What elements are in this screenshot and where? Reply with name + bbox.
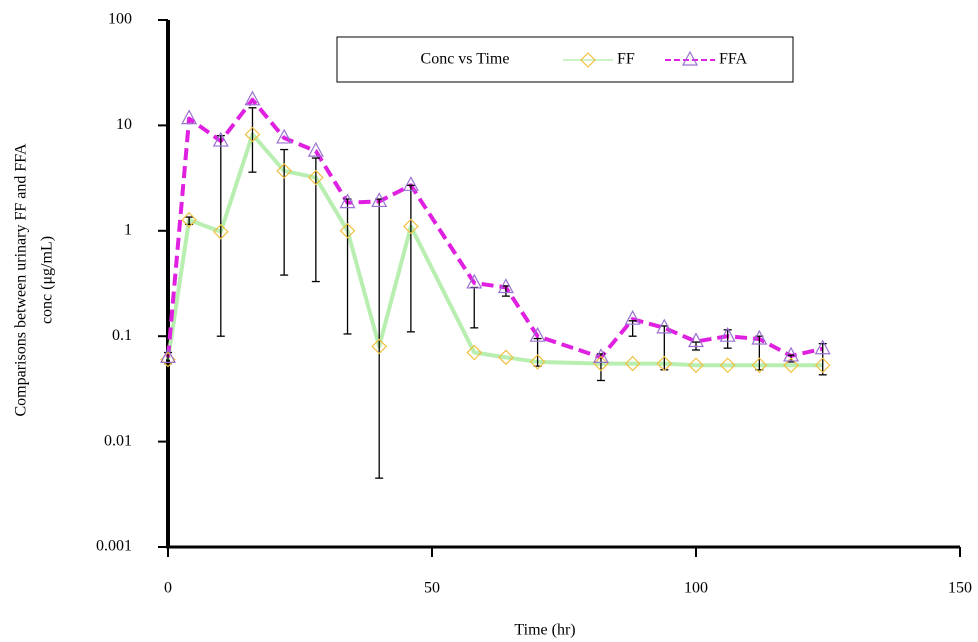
legend-marker <box>580 52 596 68</box>
marker <box>466 273 483 289</box>
marker <box>307 141 324 157</box>
marker <box>498 349 514 366</box>
marker <box>624 309 641 325</box>
marker <box>688 357 704 374</box>
error-bar <box>280 148 289 276</box>
marker <box>751 357 768 374</box>
marker <box>783 357 799 374</box>
series-line <box>166 97 824 360</box>
y-tick-label: 10 <box>116 116 132 133</box>
x-tick-label: 100 <box>684 580 708 597</box>
y-axis-label: Comparisons between urinary FF and FFA <box>13 143 30 416</box>
marker <box>814 357 831 374</box>
marker <box>593 355 609 372</box>
marker <box>656 355 673 372</box>
marker <box>719 326 736 342</box>
marker <box>371 192 388 208</box>
error-bar <box>628 320 637 337</box>
marker <box>529 354 546 370</box>
marker <box>276 163 293 179</box>
x-tick-label: 50 <box>424 580 440 597</box>
marker <box>466 344 483 361</box>
error-bar <box>723 329 732 349</box>
marker <box>339 222 356 239</box>
marker <box>403 218 419 235</box>
marker <box>307 169 324 186</box>
x-axis-label: Time (hr) <box>514 622 575 639</box>
marker <box>244 90 261 106</box>
marker <box>783 346 800 362</box>
y-tick-label: 0.001 <box>96 538 132 555</box>
legend-label: FFA <box>719 51 748 68</box>
marker <box>529 326 546 342</box>
x-tick-label: 0 <box>164 580 172 597</box>
marker <box>181 109 198 125</box>
marker <box>212 131 229 147</box>
marker <box>719 357 736 374</box>
marker <box>592 348 609 363</box>
error-bar <box>818 342 827 376</box>
error-bar <box>406 184 415 333</box>
marker <box>656 318 673 334</box>
error-bar <box>216 134 225 337</box>
error-bar <box>311 157 320 283</box>
marker <box>497 278 514 294</box>
marker <box>339 193 356 209</box>
marker <box>276 128 293 144</box>
legend-label: FF <box>617 51 635 68</box>
marker <box>159 348 177 363</box>
marker <box>371 338 388 355</box>
error-bar <box>501 285 510 297</box>
error-bar <box>343 198 352 335</box>
y-tick-label: 1 <box>124 221 132 238</box>
legend-title: Conc vs Time <box>421 51 510 68</box>
marker <box>402 176 419 191</box>
x-tick-label: 150 <box>948 580 972 597</box>
y-tick-label: 0.01 <box>104 432 132 449</box>
legend-marker <box>681 50 699 66</box>
marker <box>687 332 705 348</box>
marker <box>751 329 768 345</box>
y-tick-label: 0.1 <box>112 327 132 344</box>
marker <box>212 223 229 240</box>
y-axis-label: conc (μg/mL) <box>39 236 56 324</box>
error-bar <box>470 286 479 329</box>
marker <box>814 339 831 355</box>
series-line <box>166 132 823 368</box>
marker <box>624 355 641 372</box>
error-bar <box>248 107 257 173</box>
marker <box>181 212 197 228</box>
marker <box>244 126 261 143</box>
y-tick-label: 100 <box>108 11 132 28</box>
